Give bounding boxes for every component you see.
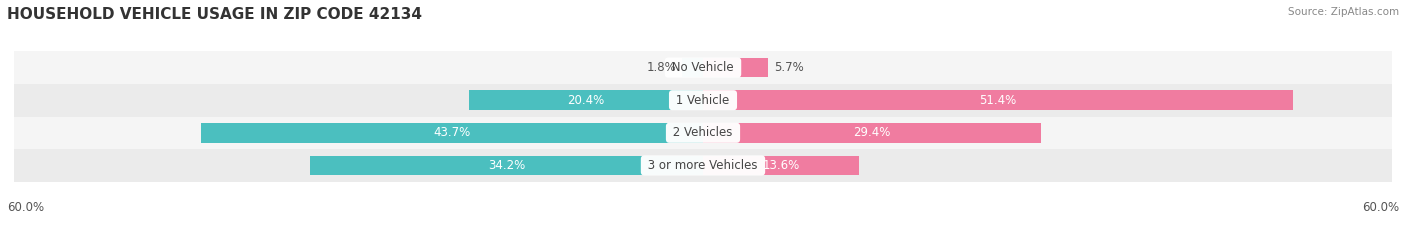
Text: 29.4%: 29.4%	[853, 126, 890, 139]
Bar	[703, 156, 859, 175]
Text: 43.7%: 43.7%	[433, 126, 471, 139]
Bar	[703, 123, 1040, 143]
Text: No Vehicle: No Vehicle	[668, 61, 738, 74]
Text: 1.8%: 1.8%	[647, 61, 676, 74]
Bar	[201, 123, 703, 143]
Text: 2 Vehicles: 2 Vehicles	[669, 126, 737, 139]
Text: 3 or more Vehicles: 3 or more Vehicles	[644, 159, 762, 172]
Text: 51.4%: 51.4%	[980, 94, 1017, 107]
Text: 60.0%: 60.0%	[7, 201, 44, 214]
Bar	[14, 149, 1392, 182]
Text: 20.4%: 20.4%	[567, 94, 605, 107]
Bar	[14, 84, 1392, 116]
Text: 34.2%: 34.2%	[488, 159, 526, 172]
Text: HOUSEHOLD VEHICLE USAGE IN ZIP CODE 42134: HOUSEHOLD VEHICLE USAGE IN ZIP CODE 4213…	[7, 7, 422, 22]
Text: Source: ZipAtlas.com: Source: ZipAtlas.com	[1288, 7, 1399, 17]
Bar	[311, 156, 703, 175]
Bar	[468, 90, 703, 110]
Bar	[703, 90, 1294, 110]
Bar	[703, 58, 769, 77]
Bar	[14, 51, 1392, 84]
Text: 60.0%: 60.0%	[1362, 201, 1399, 214]
Text: 1 Vehicle: 1 Vehicle	[672, 94, 734, 107]
Bar	[14, 116, 1392, 149]
Bar	[682, 58, 703, 77]
Text: 13.6%: 13.6%	[762, 159, 800, 172]
Text: 5.7%: 5.7%	[775, 61, 804, 74]
